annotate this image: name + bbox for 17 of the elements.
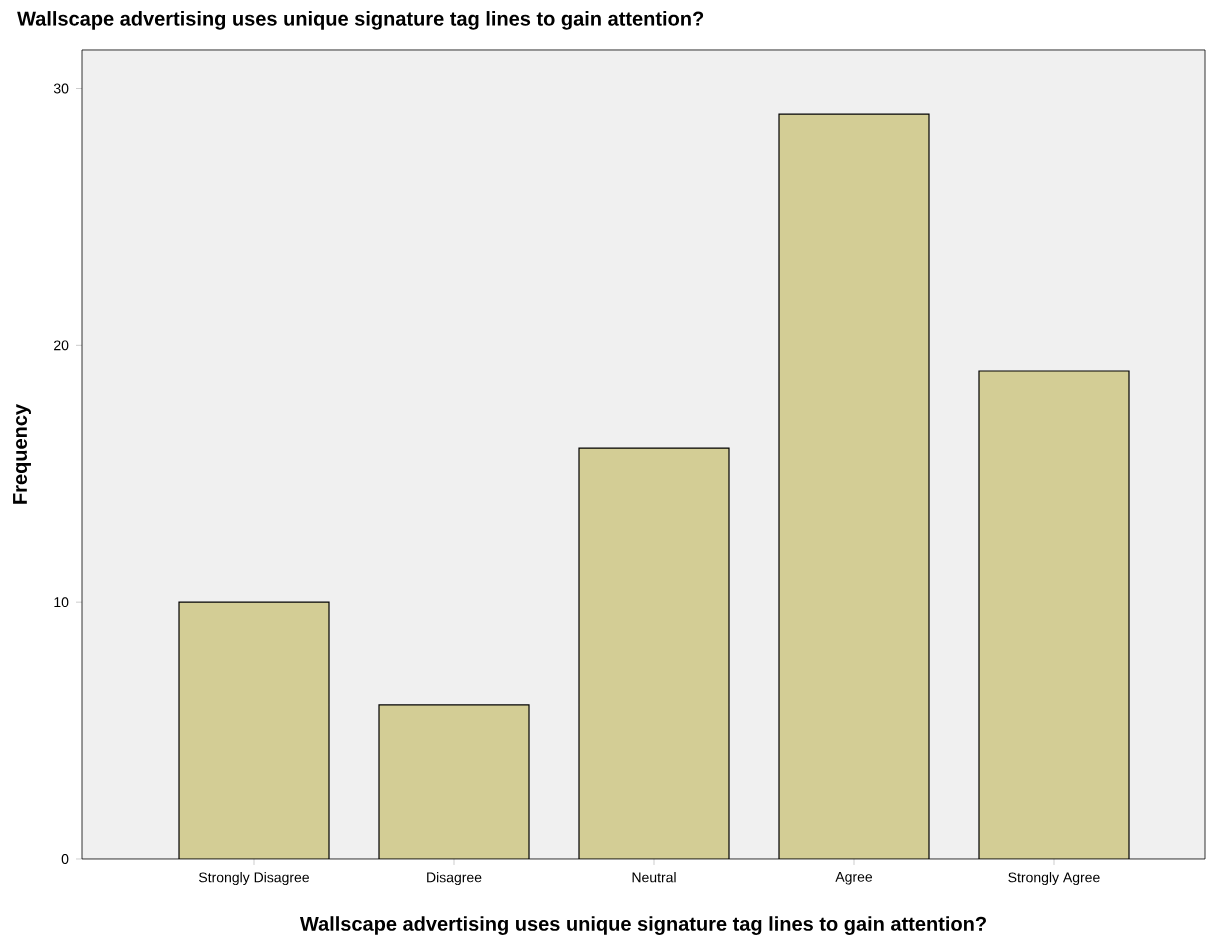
x-tick-label: Strongly Disagree	[199, 872, 309, 886]
y-tick-label: 30	[53, 83, 69, 94]
x-tick-label: Strongly Agree	[1008, 872, 1100, 886]
bar	[978, 370, 1130, 859]
y-tick-label: 20	[54, 340, 69, 351]
bar	[379, 704, 530, 859]
chart-title: Wallscape advertising uses unique signature tag lines to gain attention?	[17, 11, 704, 30]
x-axis-title: Wallscape advertising uses unique signature tag lines to gain attention?	[299, 916, 986, 935]
y-tick-label: 0	[61, 854, 69, 864]
bar	[578, 447, 730, 859]
x-tick-label: Agree	[835, 872, 873, 885]
bar	[178, 601, 330, 859]
bar	[778, 113, 930, 859]
y-tick-label: 10	[54, 597, 69, 608]
x-tick-label: Disagree	[427, 872, 482, 886]
x-tick-label: Neutral	[632, 872, 676, 883]
y-axis-title: Frequency	[13, 404, 31, 504]
